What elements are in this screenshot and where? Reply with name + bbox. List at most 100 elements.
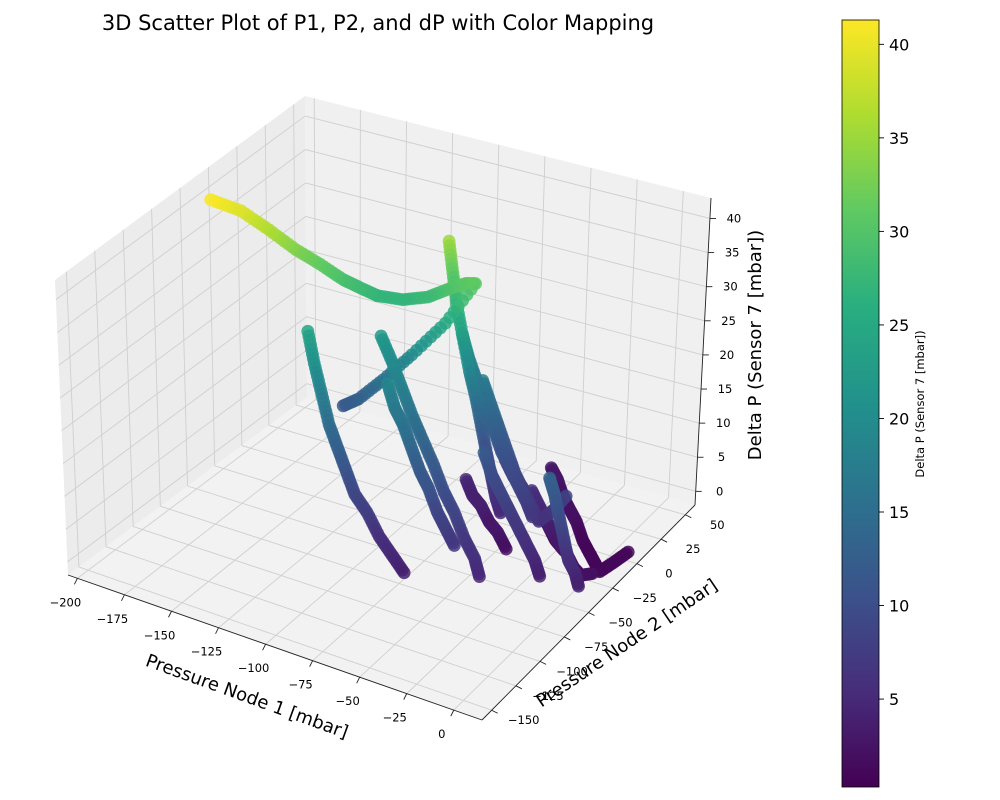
y-gridline [264, 125, 270, 426]
x-tick-mark [74, 578, 78, 585]
y-gridline [160, 505, 565, 638]
data-point [533, 569, 547, 583]
y-axis-ticks: −150 −125 −100 −75−50−25 0 25 50 [491, 514, 725, 727]
x-tick-mark [309, 660, 314, 667]
y-tick-mark [660, 538, 668, 543]
x-tick-label: −100 [238, 661, 270, 675]
colorbar-label: Delta P (Sensor 7 [mbar]) [913, 330, 927, 477]
y-tick-label: 0 [665, 567, 672, 581]
colorbar-tick-label: 15 [889, 503, 909, 522]
data-point [473, 570, 486, 583]
z-gridline [305, 215, 705, 322]
y-tick-label: −75 [584, 640, 608, 654]
y-tick-mark [539, 660, 547, 665]
colorbar-tick-label: 10 [889, 597, 909, 616]
y-tick-mark [636, 563, 644, 568]
data-point [336, 399, 350, 413]
y-gridline [78, 566, 492, 711]
z-gridline [58, 182, 306, 366]
x-tick-label: −25 [383, 711, 407, 725]
scatter-points [204, 193, 635, 593]
y-tick-mark [588, 612, 595, 616]
x-tick-mark [215, 627, 219, 634]
y-tick-mark [685, 514, 692, 519]
y-tick-mark [564, 636, 571, 641]
y-gridline [179, 187, 188, 487]
x-tick-label: −150 [144, 628, 176, 642]
z-tick-label: 10 [716, 416, 731, 430]
y-gridline [133, 526, 541, 662]
data-point [499, 542, 513, 556]
z-tick-label: 20 [720, 348, 735, 362]
x-tick-mark [121, 594, 125, 601]
data-point [525, 510, 539, 524]
y-tick-mark [491, 709, 498, 714]
x-tick-mark [262, 644, 266, 651]
x-tick-label: −125 [191, 645, 223, 659]
z-gridline [305, 249, 703, 356]
z-gridline [67, 383, 308, 563]
y-gridline [65, 271, 80, 567]
z-tick-label: 30 [723, 280, 738, 294]
x-tick-mark [356, 676, 361, 684]
x-tick-label: 0 [438, 727, 445, 741]
y-tick-label: 25 [686, 542, 701, 556]
x-tick-label: −50 [336, 694, 360, 708]
y-tick-label: −150 [508, 713, 540, 727]
y-tick-label: −50 [608, 616, 632, 630]
colorbar-tick-label: 40 [889, 35, 909, 54]
x-tick-mark [450, 709, 455, 717]
z-tick-label: 5 [718, 450, 725, 464]
z-gridline [305, 149, 709, 254]
x-tick-label: −175 [97, 612, 129, 626]
y-tick-mark [515, 685, 523, 690]
y-gridline [236, 146, 243, 446]
x-gridline [624, 179, 638, 486]
z-gridline [62, 282, 307, 464]
z-tick-label: 25 [721, 314, 736, 328]
z-gridline [305, 182, 707, 288]
y-gridline [151, 208, 161, 507]
floor-pane [68, 397, 695, 720]
z-gridline [306, 282, 702, 390]
z-axis-label: Delta P (Sensor 7 [mbar]) [745, 230, 766, 460]
y-gridline [207, 167, 216, 466]
x-tick-label: −75 [288, 678, 312, 692]
z-tick-label: 35 [725, 246, 740, 260]
colorbar-gradient [841, 19, 880, 788]
x-tick-label: −200 [50, 595, 82, 609]
data-point [397, 566, 411, 580]
z-tick-label: 40 [727, 211, 742, 225]
z-gridline [61, 249, 307, 432]
z-tick-label: 0 [716, 484, 723, 498]
x-tick-mark [168, 611, 172, 618]
x-gridline [579, 167, 592, 474]
z-tick-label: 15 [718, 382, 733, 396]
z-gridline [305, 115, 711, 219]
x-gridline [535, 156, 546, 461]
y-tick-mark [612, 587, 619, 592]
data-point [204, 193, 218, 207]
colorbar-tick-label: 5 [889, 690, 899, 709]
data-point [572, 579, 585, 593]
y-tick-label: 50 [710, 518, 725, 532]
chart-title: 3D Scatter Plot of P1, P2, and dP with C… [102, 11, 654, 35]
y-gridline [94, 250, 107, 547]
y-tick-label: −100 [556, 664, 588, 678]
x-axis-line [67, 574, 483, 721]
z-gridline [64, 316, 307, 497]
data-point [447, 539, 461, 552]
z-gridline [65, 349, 307, 530]
z-gridline [306, 316, 700, 424]
y-gridline [105, 546, 517, 687]
colorbar-tick-label: 25 [889, 316, 909, 335]
z-gridline [59, 216, 307, 399]
y-gridline [214, 465, 613, 589]
z-gridline [57, 149, 306, 333]
colorbar: 5 10 15 20 25 30 35 40 Delta P (Sensor 7 [mbar]… [841, 19, 927, 788]
x-tick-mark [403, 693, 408, 700]
z-axis-ticks: 0 5 10 15 20 25 30 35 40 [695, 211, 742, 498]
z-gridline [306, 349, 698, 458]
y-tick-label: −125 [532, 689, 564, 703]
